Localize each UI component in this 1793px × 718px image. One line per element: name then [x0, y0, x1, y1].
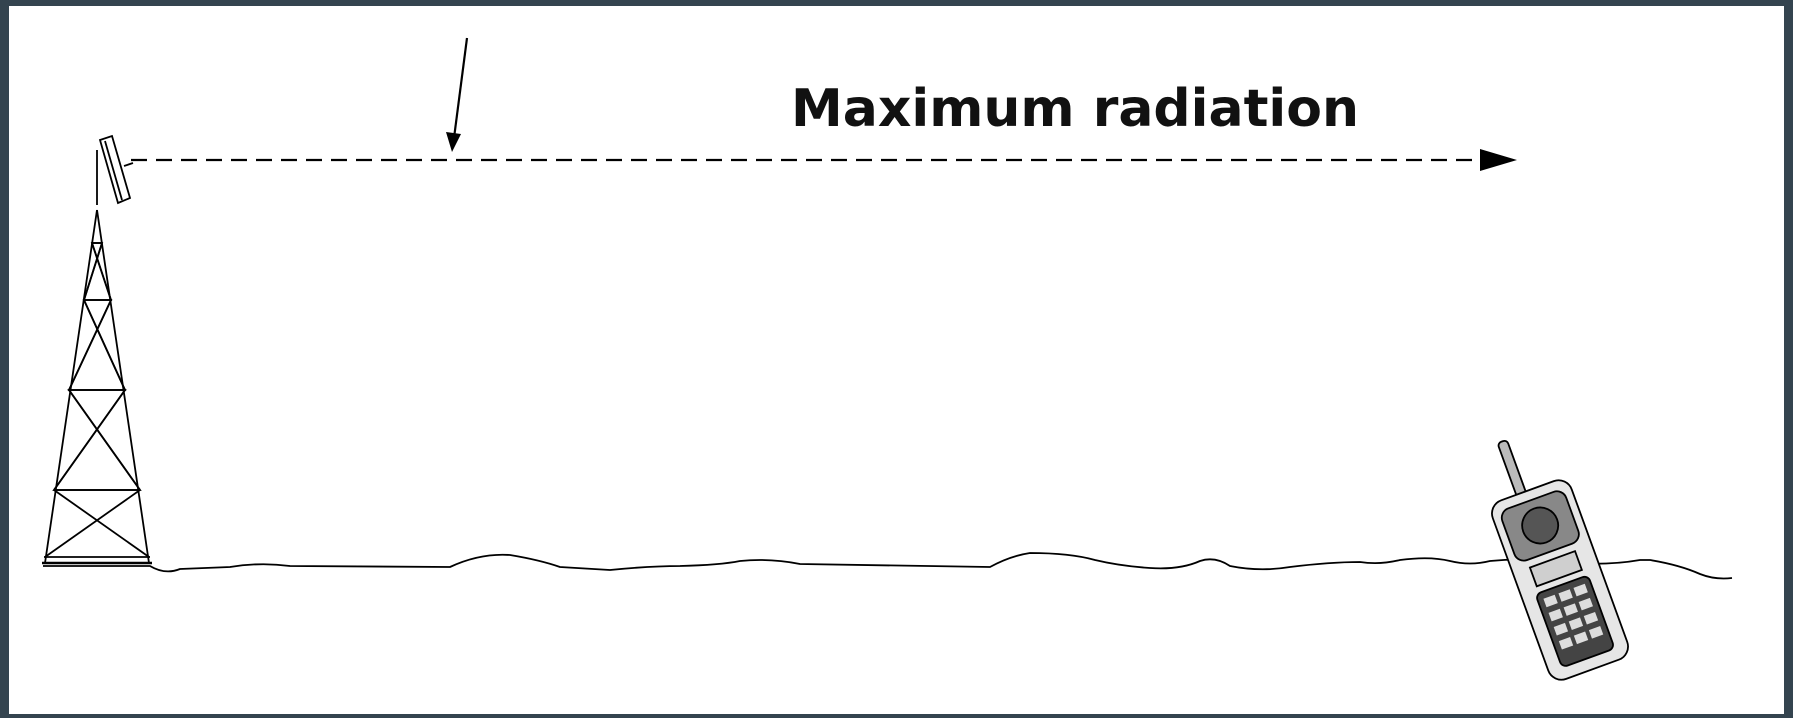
radiation-label: Maximum radiation	[791, 79, 1359, 139]
diagram: Maximum radiation	[0, 0, 1793, 718]
